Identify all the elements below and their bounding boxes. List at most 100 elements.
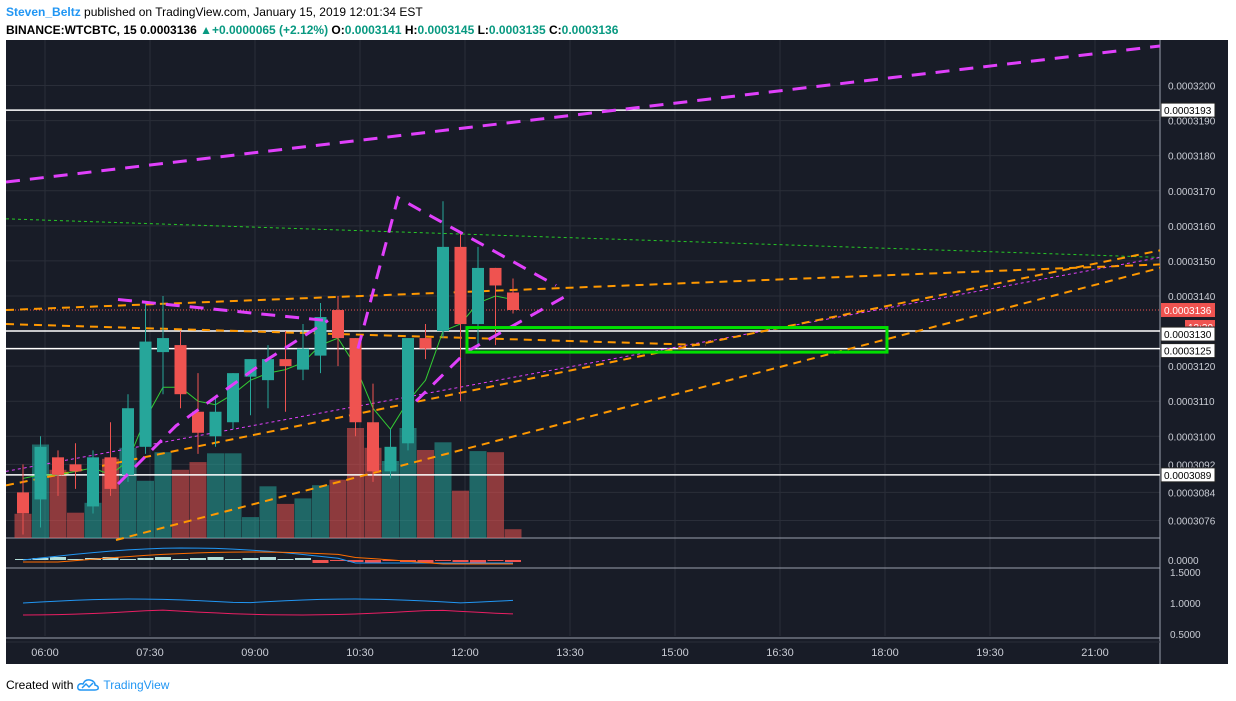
tradingview-link[interactable]: TradingView [103,678,170,692]
time-tick-label: 10:30 [346,647,374,659]
volume-bar [172,469,189,538]
time-tick-label: 12:00 [451,647,479,659]
volume-bar [469,451,487,538]
time-tick-label: 13:30 [556,647,584,659]
volume-bar [242,517,259,538]
volume-bar [294,498,312,538]
macd-histogram-bar [190,558,206,560]
magenta-peak-line [356,195,557,349]
footer: Created with TradingView [6,676,169,694]
time-tick-label: 16:30 [766,647,794,659]
macd-histogram-bar [382,560,399,561]
macd-histogram-bar [277,559,294,560]
price-tick-label: 0.0003150 [1168,257,1216,268]
macd-histogram-bar [295,558,311,560]
macd-histogram-bar [330,560,346,561]
annotations [116,195,889,486]
candle-body [69,464,82,472]
candle-body [104,457,117,489]
macd-histogram-bar [155,557,171,560]
macd-histogram-bar [452,560,469,562]
candle-body [52,457,64,475]
macd-histogram-bar [347,560,364,562]
price-tick-label: 0.0003084 [1168,488,1216,499]
price-label-text: 0.0003089 [1164,471,1212,482]
candle-body [507,292,519,311]
magenta-thin-trend-line [5,256,1161,472]
macd-histogram-bar [242,558,259,560]
time-tick-label: 18:00 [871,647,899,659]
macd-histogram-bar [137,558,154,560]
macd-histogram-bar [67,559,84,560]
candle-body [454,246,467,325]
candle-body [227,373,239,423]
candle-body [402,338,414,444]
candle-body [87,457,99,507]
volume-bar [434,442,452,538]
volume-bar [452,490,469,538]
macd-histogram-bar [417,560,434,563]
orange-descending-line [5,323,707,347]
price-tick-label: 0.0003170 [1168,187,1216,198]
indicator-upper-line [22,598,514,604]
volume-bar [312,485,329,538]
chart-area[interactable]: 0.0003200 0.0003190 0.0003180 0.0003170 0.00… [5,40,1228,664]
open-label: O: [331,23,345,37]
magenta-resistance-line [5,44,1161,184]
price-tick-label: 0.0003076 [1168,516,1216,527]
macd-histogram-bar [260,557,276,560]
volume-bar [49,469,67,538]
magenta-rising-line [414,294,567,403]
oscillator-tick-label: 1.0000 [1170,599,1201,610]
last-price: 0.0003136 [140,23,197,37]
volume-bar [382,461,399,538]
candle-body [192,411,204,433]
up-arrow-icon: ▲ [200,23,212,37]
macd-histogram-bar [102,557,119,560]
low-label: L: [477,23,489,37]
created-with-text: Created with [6,678,74,692]
time-tick-label: 06:00 [31,647,59,659]
price-tick-label: 0.0003200 [1168,82,1216,93]
candle-body [279,359,292,367]
candle-body [472,267,484,325]
high-label: H: [404,23,418,37]
time-axis: 06:00 07:30 09:00 10:30 12:00 13:30 15:00 16:30… [6,641,1160,659]
time-tick-label: 19:30 [976,647,1004,659]
volume-bar [329,479,347,538]
volume-bar [137,480,154,538]
price-label-box [1160,326,1216,342]
price-axis: 0.0003200 0.0003190 0.0003180 0.0003170 0.00… [1160,82,1216,641]
chart-header: Steven_Beltz published on TradingView.co… [6,3,618,39]
volume-bar [347,428,364,538]
orange-lower-support-line [115,266,1161,541]
price-label-text: 0.0003130 [1164,330,1212,341]
close-label: C: [549,23,562,37]
indicator-lower-line [22,609,514,616]
candle-body [34,446,47,500]
trend-lines [5,44,1161,541]
volume-bar [487,452,504,538]
indicator-panes [15,547,521,616]
candle-body [297,348,309,370]
author-link[interactable]: Steven_Beltz [6,5,81,19]
symbol-label: BINANCE:WTCBTC, 15 [6,23,137,37]
macd-histogram-bar [505,560,521,562]
macd-histogram-bar [487,560,504,561]
candle-body [209,411,222,437]
symbol-line: BINANCE:WTCBTC, 15 0.0003136 ▲+0.0000065… [6,21,618,39]
price-tick-label: 0.0003092 [1168,460,1216,471]
volume-bar [504,529,522,538]
macd-tick-label: 0.0000 [1168,556,1199,567]
macd-histogram-bar [312,560,329,563]
high-value: 0.0003145 [417,23,475,37]
candle-body [349,338,362,423]
candle-body [157,338,169,353]
open-value: 0.0003141 [344,23,402,37]
green-trend-line [5,218,1161,258]
candle-body [139,341,152,447]
price-tick-label: 0.0003110 [1168,397,1215,408]
tradingview-cloud-icon [77,679,100,691]
volume-bar [154,452,172,538]
price-chart[interactable]: 0.0003200 0.0003190 0.0003180 0.0003170 0.00… [5,40,1228,664]
